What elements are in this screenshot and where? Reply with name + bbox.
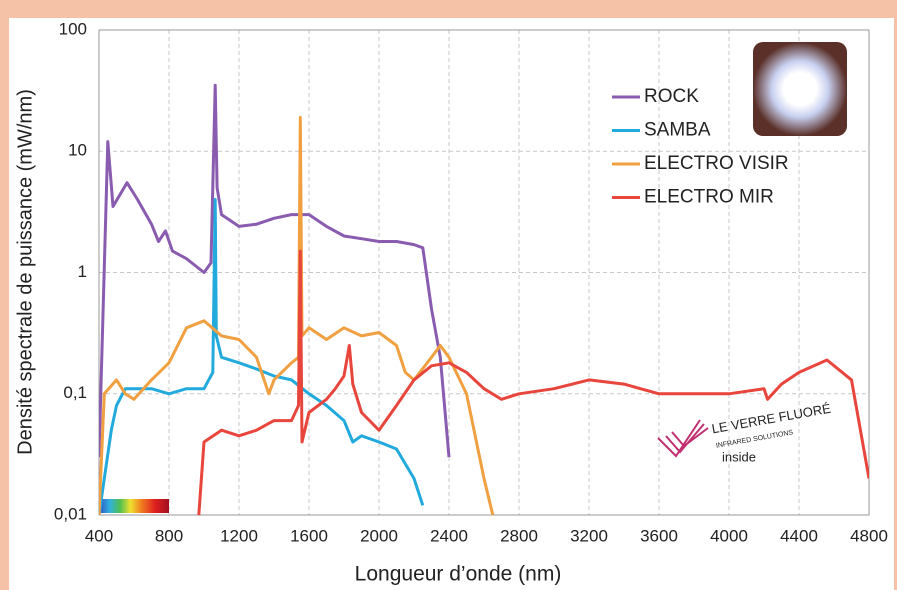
y-tick-label: 100 xyxy=(59,19,87,38)
series-line xyxy=(197,249,869,515)
x-tick-label: 1200 xyxy=(220,526,258,545)
x-tick-label: 2400 xyxy=(430,526,468,545)
x-tick-label: 1600 xyxy=(290,526,328,545)
legend: ROCK SAMBA ELECTRO VISIR ELECTRO MIR xyxy=(612,86,789,208)
logo-name: LE VERRE FLUORÉ xyxy=(711,401,833,437)
x-tick-label: 4000 xyxy=(710,526,748,545)
x-tick-label: 3200 xyxy=(570,526,608,545)
x-axis-title: Longueur d’onde (nm) xyxy=(355,563,562,586)
legend-label: ELECTRO VISIR xyxy=(644,153,789,174)
x-tick-label: 800 xyxy=(155,526,183,545)
visible-spectrum xyxy=(99,499,169,513)
x-tick-label: 400 xyxy=(85,526,113,545)
right-band xyxy=(894,0,897,590)
series-line xyxy=(99,83,451,458)
x-tick-label: 4800 xyxy=(850,526,888,545)
left-band xyxy=(0,0,9,590)
legend-label: SAMBA xyxy=(644,120,711,141)
logo-inside: inside xyxy=(722,449,756,464)
legend-label: ELECTRO MIR xyxy=(644,187,774,208)
top-band xyxy=(0,0,897,18)
y-tick-label: 1 xyxy=(78,262,87,281)
y-tick-label: 0,1 xyxy=(63,383,87,402)
series-line xyxy=(99,116,495,515)
y-tick-label: 10 xyxy=(68,141,87,160)
series-line xyxy=(99,198,425,515)
y-axis-title: Densité spectrale de puissance (mW/nm) xyxy=(14,89,36,455)
lines xyxy=(99,83,869,515)
x-tick-label: 2800 xyxy=(500,526,538,545)
x-tick-label: 2000 xyxy=(360,526,398,545)
logo: LE VERRE FLUORÉ INFRARED SOLUTIONS insid… xyxy=(657,401,833,464)
logo-mark xyxy=(657,419,709,458)
plot-frame xyxy=(98,29,870,516)
legend-label: ROCK xyxy=(644,86,699,107)
y-tick-label: 0,01 xyxy=(54,504,87,523)
x-tick-label: 4400 xyxy=(780,526,818,545)
source-photo xyxy=(753,42,847,136)
x-tick-label: 3600 xyxy=(640,526,678,545)
